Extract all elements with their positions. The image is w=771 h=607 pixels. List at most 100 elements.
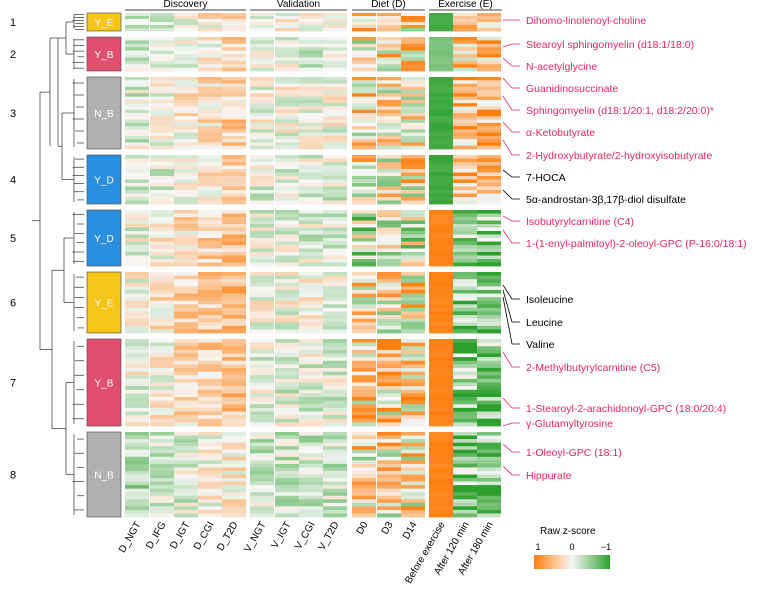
heatmap-cell bbox=[429, 109, 453, 114]
heatmap-cell bbox=[299, 371, 323, 376]
heatmap-cell bbox=[377, 103, 401, 107]
heatmap-cell bbox=[299, 499, 323, 504]
heatmap-cell bbox=[250, 50, 274, 55]
heatmap-cell bbox=[125, 502, 149, 507]
heatmap-cell bbox=[323, 499, 347, 504]
heatmap-cell bbox=[299, 109, 323, 114]
heatmap-cell bbox=[377, 16, 401, 20]
heatmap-cell bbox=[222, 122, 246, 127]
heatmap-cell bbox=[477, 415, 501, 420]
heatmap-cell bbox=[401, 19, 425, 23]
heatmap-cell bbox=[401, 86, 425, 91]
heatmap-cell bbox=[174, 234, 198, 239]
heatmap-cell bbox=[323, 449, 347, 454]
heatmap-cell bbox=[275, 179, 299, 184]
heatmap-cell bbox=[222, 378, 246, 383]
heatmap-cell bbox=[275, 129, 299, 134]
heatmap-cell bbox=[352, 349, 376, 354]
heatmap-cell bbox=[299, 234, 323, 239]
heatmap-cell bbox=[477, 318, 501, 323]
heatmap-cell bbox=[323, 460, 347, 465]
heatmap-cell bbox=[477, 186, 501, 191]
heatmap-cell bbox=[323, 318, 347, 323]
heatmap-cell bbox=[250, 193, 274, 198]
heatmap-cell bbox=[401, 162, 425, 166]
heatmap-cell bbox=[275, 375, 299, 380]
heatmap-cell bbox=[477, 470, 501, 475]
heatmap-cell bbox=[401, 139, 425, 143]
heatmap-cell bbox=[477, 169, 501, 173]
heatmap-cell bbox=[323, 129, 347, 134]
heatmap-cell bbox=[299, 135, 323, 140]
heatmap-cell bbox=[477, 311, 501, 316]
heatmap-cell bbox=[150, 186, 174, 191]
heatmap-cell bbox=[174, 116, 198, 120]
heatmap-cell bbox=[174, 435, 198, 440]
heatmap-cell bbox=[125, 139, 149, 143]
heatmap-cell bbox=[174, 460, 198, 465]
heatmap-cell bbox=[401, 411, 425, 416]
heatmap-cell bbox=[174, 248, 198, 253]
heatmap-cell bbox=[352, 119, 376, 124]
annotation-label: 1-Oleoyl-GPC (18:1) bbox=[526, 447, 622, 459]
heatmap-cell bbox=[150, 210, 174, 214]
heatmap-cell bbox=[198, 311, 222, 316]
heatmap-cell bbox=[222, 453, 246, 458]
heatmap-cell bbox=[323, 109, 347, 114]
heatmap-cell bbox=[352, 297, 376, 302]
cluster-number: 5 bbox=[10, 233, 16, 245]
heatmap-cell bbox=[323, 470, 347, 475]
heatmap-cell bbox=[198, 293, 222, 298]
heatmap-cell bbox=[174, 37, 198, 41]
heatmap-cell bbox=[174, 259, 198, 263]
heatmap-cell bbox=[198, 22, 222, 26]
heatmap-cell bbox=[174, 297, 198, 302]
heatmap-cell bbox=[401, 282, 425, 287]
heatmap-cell bbox=[198, 315, 222, 320]
heatmap-cell bbox=[250, 90, 274, 94]
heatmap-cell bbox=[352, 293, 376, 298]
heatmap-cell bbox=[250, 96, 274, 101]
heatmap-cell bbox=[401, 179, 425, 184]
heatmap-cell bbox=[429, 197, 453, 201]
heatmap-cell bbox=[275, 28, 299, 32]
heatmap-cell bbox=[401, 234, 425, 239]
heatmap-cell bbox=[222, 329, 246, 334]
heatmap-cell bbox=[453, 86, 477, 91]
heatmap-cell bbox=[299, 213, 323, 218]
heatmap-cell bbox=[429, 135, 453, 140]
heatmap-cell bbox=[477, 364, 501, 369]
heatmap-cell bbox=[299, 325, 323, 330]
heatmap-cell bbox=[377, 411, 401, 416]
heatmap-cell bbox=[453, 37, 477, 41]
heatmap-cell bbox=[429, 446, 453, 451]
heatmap-cell bbox=[429, 47, 453, 51]
heatmap-cell bbox=[299, 220, 323, 225]
heatmap-cell bbox=[275, 47, 299, 51]
heatmap-cell bbox=[401, 145, 425, 150]
heatmap-cell bbox=[174, 282, 198, 287]
heatmap-cell bbox=[323, 28, 347, 32]
heatmap-cell bbox=[377, 200, 401, 205]
heatmap-cell bbox=[299, 142, 323, 147]
heatmap-cell bbox=[198, 446, 222, 451]
heatmap-cell bbox=[352, 186, 376, 191]
heatmap-cell bbox=[174, 106, 198, 111]
heatmap-cell bbox=[323, 307, 347, 312]
heatmap-cell bbox=[453, 80, 477, 84]
heatmap-cell bbox=[150, 432, 174, 436]
panel-headers: Discovery Validation Diet (D) Exercise (E) bbox=[125, 0, 502, 11]
heatmap-cell bbox=[174, 513, 198, 518]
heatmap-cell bbox=[429, 439, 453, 444]
heatmap-cell bbox=[453, 272, 477, 276]
heatmap-cell bbox=[352, 488, 376, 493]
heatmap-cell bbox=[401, 378, 425, 383]
heatmap-cell bbox=[401, 37, 425, 41]
heatmap-cell bbox=[250, 43, 274, 48]
heatmap-cell bbox=[174, 397, 198, 402]
heatmap-cell bbox=[275, 297, 299, 302]
heatmap-cell bbox=[453, 304, 477, 309]
heatmap-cell bbox=[429, 349, 453, 354]
heatmap-cell bbox=[401, 349, 425, 354]
heatmap-cell bbox=[150, 492, 174, 497]
